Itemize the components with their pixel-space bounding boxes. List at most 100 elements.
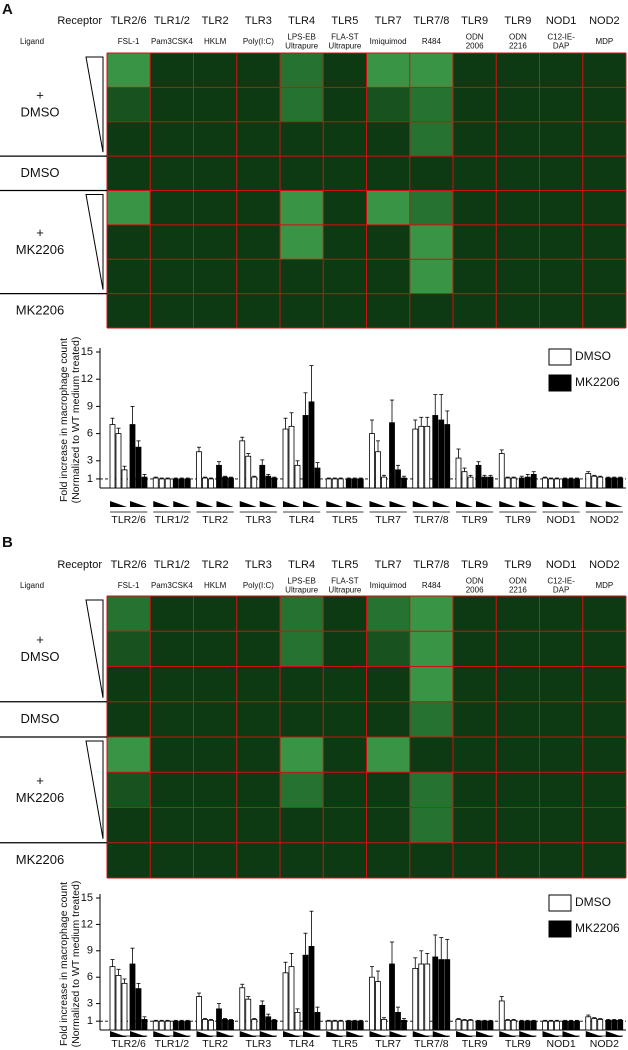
micrograph-cell (323, 293, 367, 328)
micrograph-cell (280, 224, 324, 260)
legend-swatch (548, 894, 572, 912)
dose-triangle (85, 194, 104, 290)
ligand-label: Ligand (20, 581, 44, 590)
row-label: + (36, 88, 44, 103)
bar (369, 433, 375, 489)
bar (178, 478, 185, 489)
legend-label: DMSO (575, 895, 611, 909)
bar (574, 478, 580, 489)
bar (530, 1020, 537, 1031)
micrograph-cell (107, 121, 151, 157)
micrograph-cell (582, 596, 626, 632)
micrograph-cell (193, 701, 237, 737)
receptor: TLR9 (461, 15, 488, 27)
ligand: FLA-ST (331, 33, 359, 42)
dose-wedge (605, 501, 623, 507)
micrograph-cell (366, 631, 410, 667)
micrograph-cell (453, 87, 497, 122)
panel-letter: B (2, 534, 13, 551)
dose-wedge (562, 501, 580, 507)
y-tick-label: 6 (87, 971, 93, 983)
micrograph-cell (409, 666, 453, 702)
bar (135, 446, 142, 489)
y-tick-label: 9 (87, 945, 93, 957)
micrograph-cell (496, 737, 540, 773)
bar (121, 469, 128, 489)
dose-wedge (432, 501, 450, 507)
micrograph-cell (150, 53, 194, 88)
bar (222, 476, 228, 489)
micrograph-cell (323, 259, 367, 294)
micrograph-cell (107, 53, 151, 88)
micrograph-cell (496, 631, 540, 667)
x-tick-label: TLR7/8 (414, 514, 449, 526)
micrograph-cell (150, 224, 194, 260)
micrograph-cell (236, 259, 280, 294)
dose-wedge (389, 501, 407, 507)
y-tick-label: 15 (81, 346, 93, 358)
bar (504, 1019, 511, 1031)
x-tick-label: TLR9 (462, 1038, 488, 1050)
bar (562, 478, 568, 489)
micrograph-cell (193, 631, 237, 667)
micrograph-cell (496, 807, 540, 843)
dose-wedge (196, 501, 214, 507)
micrograph-cell (453, 121, 497, 157)
y-tick-label: 3 (87, 998, 93, 1010)
micrograph-cell (366, 772, 410, 808)
receptor: NOD2 (589, 15, 620, 27)
ligand: Poly(I:C) (243, 37, 274, 46)
bar (184, 1020, 191, 1031)
micrograph-cell (539, 53, 583, 88)
micrograph-cell (150, 666, 194, 702)
bar (135, 988, 142, 1031)
bar (418, 963, 425, 1031)
row-label: + (36, 632, 44, 647)
bar (481, 1020, 488, 1031)
legend-label: DMSO (575, 349, 611, 363)
micrograph-cell (409, 53, 453, 88)
receptor: TLR2/6 (111, 559, 147, 571)
micrograph-cell (323, 224, 367, 260)
row-label: + (36, 773, 44, 788)
dose-wedge (542, 501, 560, 507)
micrograph-cell (150, 596, 194, 632)
micrograph-cell (323, 737, 367, 773)
dose-wedge (605, 1031, 623, 1037)
bar (617, 477, 624, 489)
dose-wedge (476, 1031, 493, 1037)
bar (351, 478, 358, 489)
bar (554, 478, 560, 489)
x-tick-label: TLR1/2 (155, 1038, 190, 1050)
x-tick-label: TLR4 (289, 1038, 315, 1050)
bar (510, 1019, 517, 1031)
micrograph-cell (193, 224, 237, 260)
micrograph-cell (409, 737, 453, 773)
bar (196, 996, 202, 1031)
bar (302, 954, 309, 1031)
ligand: R484 (422, 581, 442, 590)
dose-wedge (412, 1031, 430, 1037)
ligand: 2216 (509, 586, 527, 595)
bar (597, 476, 604, 489)
y-tick-label: 3 (87, 455, 93, 467)
micrograph-cell (323, 121, 367, 157)
bar (222, 1019, 228, 1031)
micrograph-cell (150, 772, 194, 808)
micrograph-cell (496, 666, 540, 702)
bar (271, 1019, 278, 1031)
dose-wedge (412, 501, 430, 507)
legend-swatch (548, 920, 572, 938)
receptor: NOD1 (546, 15, 577, 27)
ligand: C12-IE- (547, 577, 575, 586)
micrograph-cell (539, 737, 583, 773)
x-tick-label: NOD2 (590, 1038, 619, 1050)
bar (109, 424, 116, 489)
row-label: DMSO (21, 105, 60, 120)
micrograph-cell (280, 807, 324, 843)
bar (129, 424, 136, 489)
dose-wedge (110, 1031, 127, 1037)
ligand: HKLM (204, 37, 227, 46)
dose-wedge (585, 1031, 603, 1037)
micrograph-cell (280, 121, 324, 157)
